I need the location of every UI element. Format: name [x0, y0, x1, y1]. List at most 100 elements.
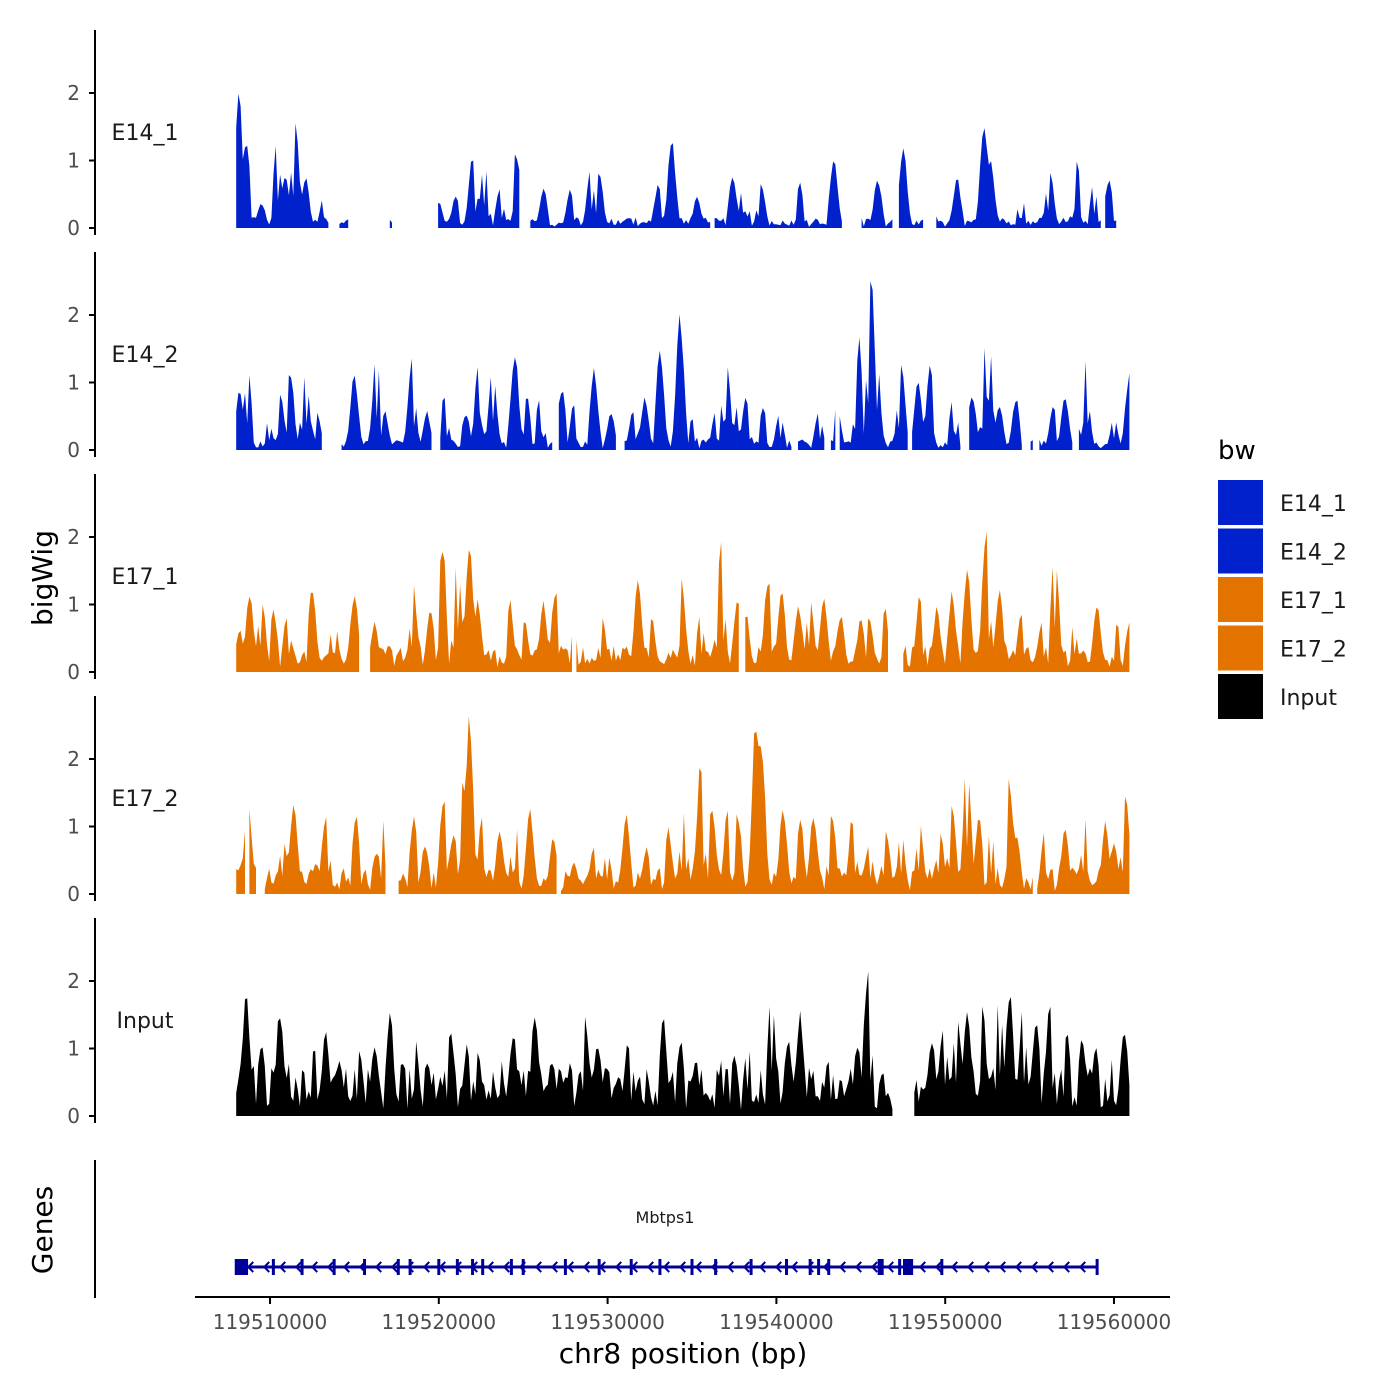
x-tick-label: 119510000	[213, 1310, 328, 1334]
strand-arrow-icon	[1014, 1261, 1022, 1273]
x-axis: 119510000 119520000 119530000 119540000 1195…	[195, 1296, 1171, 1334]
strand-arrow-icon	[438, 1261, 446, 1273]
gene-exon	[408, 1259, 412, 1275]
gene-exon	[808, 1259, 812, 1275]
strand-arrow-icon	[1030, 1261, 1038, 1273]
strand-arrow-icon	[342, 1261, 350, 1273]
legend-label-input: Input	[1280, 686, 1337, 711]
gene-exon	[521, 1259, 525, 1275]
strand-arrow-icon	[710, 1261, 718, 1273]
genes-axis-title: Genes	[26, 1186, 59, 1274]
strand-arrow-icon	[838, 1261, 846, 1273]
legend-label-e17-1: E17_1	[1280, 589, 1347, 614]
strand-arrow-icon	[374, 1261, 382, 1273]
strand-arrow-icon	[950, 1261, 958, 1273]
gene-exon	[940, 1259, 944, 1275]
strand-arrow-icon	[1062, 1261, 1070, 1273]
strand-arrow-icon	[678, 1261, 686, 1273]
track-input: 0 1 2 Input	[67, 918, 1130, 1128]
gene-exon	[817, 1259, 821, 1275]
x-tick-label: 119530000	[550, 1310, 665, 1334]
gene-exon	[714, 1259, 718, 1275]
gene-exon	[271, 1259, 275, 1275]
gene-exon-thick	[236, 1259, 249, 1275]
legend-label-e14-2: E14_2	[1280, 541, 1347, 566]
track-e14-1: 0 1 2 E14_1	[67, 30, 1130, 240]
y-tick-label: 2	[67, 303, 80, 327]
gene-exon	[300, 1259, 304, 1275]
track-label: E14_2	[112, 343, 179, 368]
gene-exon	[481, 1259, 485, 1275]
gene-exon	[1095, 1259, 1099, 1275]
x-tick-label: 119540000	[719, 1310, 834, 1334]
strand-arrow-icon	[934, 1261, 942, 1273]
strand-arrow-icon	[262, 1261, 270, 1273]
legend-key-e14-1	[1218, 480, 1263, 525]
strand-arrow-icon	[534, 1261, 542, 1273]
y-tick-label: 0	[67, 216, 80, 240]
strand-arrow-icon	[310, 1261, 318, 1273]
legend-key-e14-2	[1218, 528, 1263, 574]
strand-arrow-icon	[470, 1261, 478, 1273]
x-axis-title: chr8 position (bp)	[559, 1337, 808, 1370]
gene-exon	[898, 1259, 902, 1275]
gene-exon	[437, 1259, 441, 1275]
strand-arrow-icon	[870, 1261, 878, 1273]
y-tick-label: 2	[67, 525, 80, 549]
strand-arrow-icon	[566, 1261, 574, 1273]
signal-area-e14-2	[236, 281, 1130, 450]
track-label: E17_1	[112, 565, 179, 590]
strand-arrow-icon	[806, 1261, 814, 1273]
signal-area-e17-2	[236, 715, 1130, 894]
signal-tracks: 0 1 2 E14_1 0 1 2 E14_2 0 1 2 E17_1 0 1 2 E17_2 0 1 2 Input	[67, 30, 1130, 1128]
gene-exon	[785, 1259, 789, 1275]
gene-exon	[509, 1259, 513, 1275]
track-e17-2: 0 1 2 E17_2	[67, 696, 1130, 906]
strand-arrow-icon	[998, 1261, 1006, 1273]
signal-area-e14-1	[236, 93, 1130, 228]
legend-key-e17-1	[1218, 577, 1263, 622]
strand-arrow-icon	[886, 1261, 894, 1273]
strand-arrow-icon	[326, 1261, 334, 1273]
strand-arrow-icon	[614, 1261, 622, 1273]
strand-arrow-icon	[278, 1261, 286, 1273]
track-e14-2: 0 1 2 E14_2	[67, 252, 1130, 462]
x-tick-label: 119520000	[382, 1310, 497, 1334]
y-tick-label: 0	[67, 660, 80, 684]
legend-label-e17-2: E17_2	[1280, 638, 1347, 663]
strand-arrow-icon	[630, 1261, 638, 1273]
gene-label: Mbtps1	[636, 1208, 695, 1227]
strand-arrow-icon	[582, 1261, 590, 1273]
strand-arrow-icon	[646, 1261, 654, 1273]
gene-exon	[563, 1259, 567, 1275]
strand-arrow-icon	[422, 1261, 430, 1273]
y-tick-label: 0	[67, 438, 80, 462]
gene-exon	[363, 1259, 367, 1275]
legend-label-e14-1: E14_1	[1280, 492, 1347, 517]
strand-arrow-icon	[662, 1261, 670, 1273]
legend-key-input	[1218, 674, 1263, 719]
strand-arrow-icon	[502, 1261, 510, 1273]
strand-arrow-icon	[486, 1261, 494, 1273]
strand-arrow-icon	[358, 1261, 366, 1273]
legend-key-e17-2	[1218, 625, 1263, 671]
gene-exon	[658, 1259, 662, 1275]
strand-arrow-icon	[790, 1261, 798, 1273]
y-tick-label: 2	[67, 969, 80, 993]
strand-arrow-icon	[966, 1261, 974, 1273]
signal-area-input	[236, 971, 1130, 1116]
y-tick-label: 1	[67, 1037, 80, 1061]
strand-arrow-icon	[774, 1261, 782, 1273]
strand-arrow-icon	[918, 1261, 926, 1273]
strand-arrow-icon	[742, 1261, 750, 1273]
gene-exon	[332, 1259, 336, 1275]
gene-exon	[396, 1259, 400, 1275]
strand-arrow-icon	[294, 1261, 302, 1273]
y-tick-label: 0	[67, 1104, 80, 1128]
track-label: E14_1	[112, 121, 179, 146]
strand-arrow-icon	[406, 1261, 414, 1273]
signal-area-e17-1	[236, 531, 1130, 672]
strand-arrow-icon	[902, 1261, 910, 1273]
strand-arrow-icon	[390, 1261, 398, 1273]
